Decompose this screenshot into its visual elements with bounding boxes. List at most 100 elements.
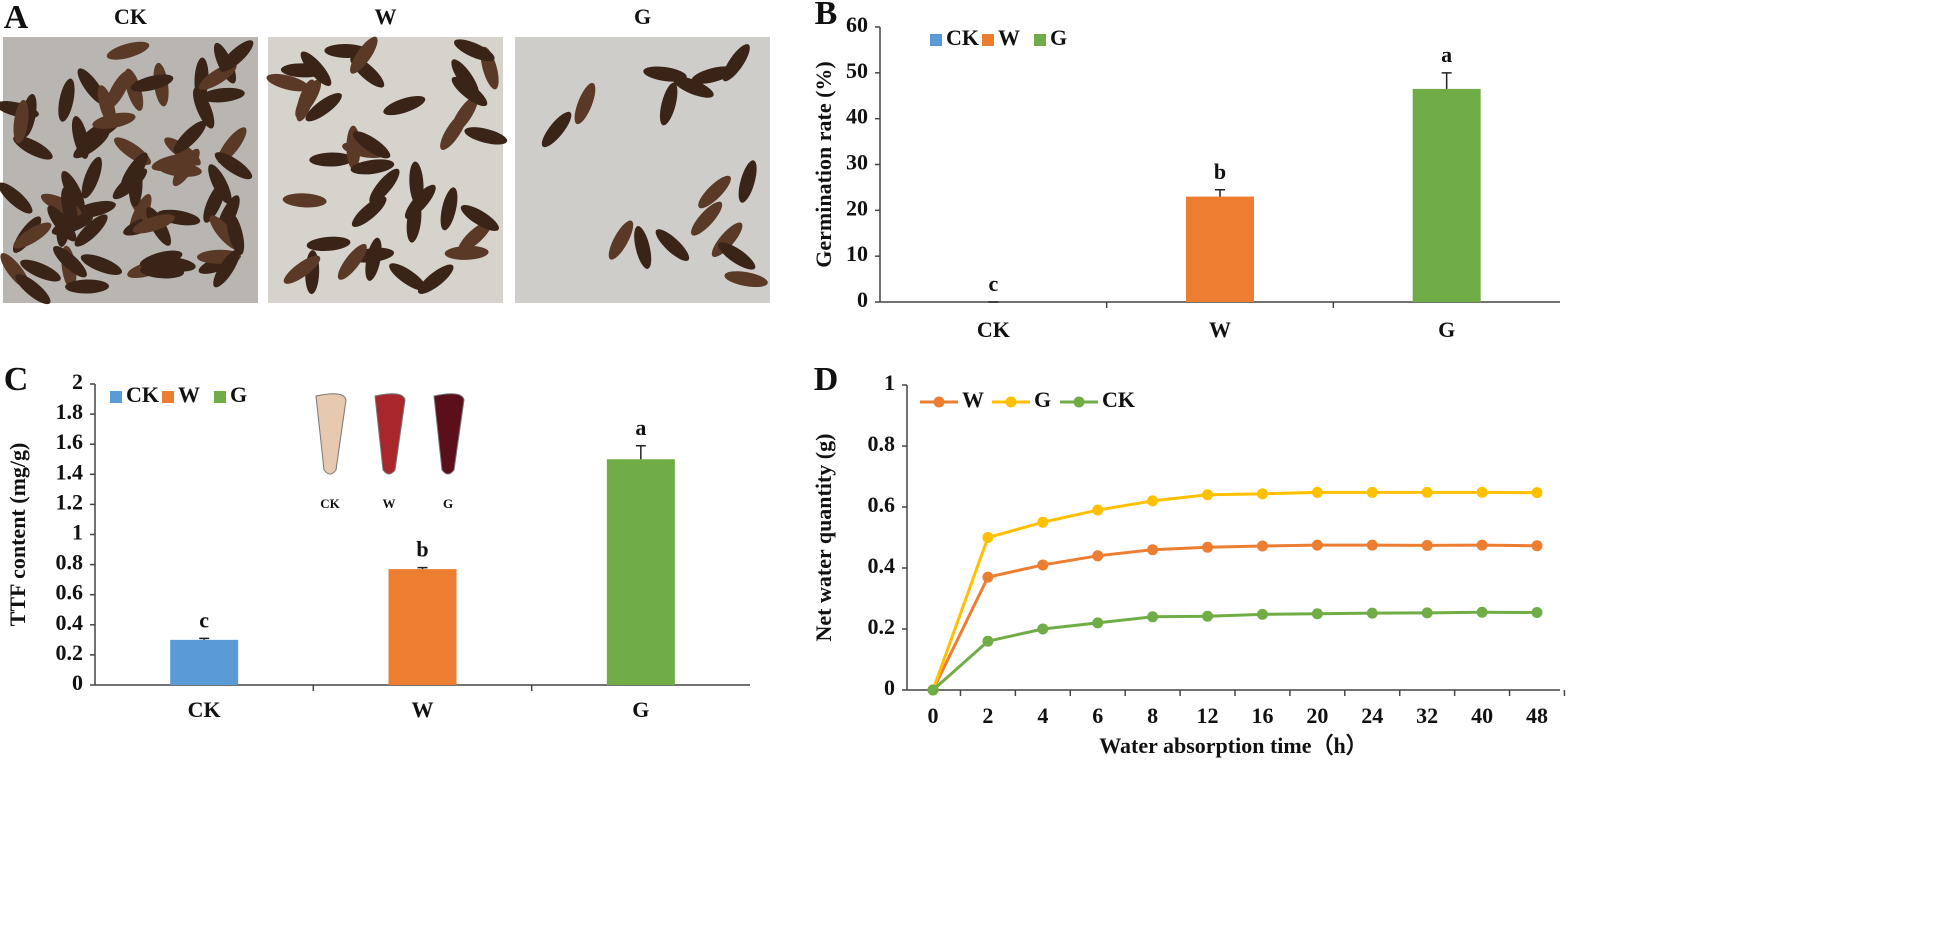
seed	[47, 205, 77, 242]
legend-swatch	[930, 34, 942, 46]
y-tick-label: 1.8	[56, 399, 84, 424]
x-tick-label: 32	[1416, 703, 1438, 728]
seed	[219, 40, 254, 72]
data-point	[1476, 539, 1488, 551]
inset-photo	[374, 393, 406, 475]
y-tick-label: 0.6	[868, 492, 896, 517]
seed	[440, 112, 467, 150]
seed	[309, 152, 354, 167]
significance-label: c	[988, 271, 998, 296]
series-line	[931, 490, 1538, 691]
legend-label: G	[1034, 387, 1051, 412]
seed	[451, 76, 488, 107]
seed	[65, 279, 110, 294]
significance-label: a	[1441, 42, 1452, 67]
seed	[0, 182, 33, 214]
seed	[61, 186, 78, 230]
data-point	[1366, 486, 1378, 498]
y-axis-label: TTF content (mg/g)	[5, 443, 30, 627]
seed	[574, 82, 596, 125]
legend-label: CK	[946, 25, 979, 50]
y-tick-label: 0.8	[868, 431, 896, 456]
legend-label: W	[998, 25, 1020, 50]
seed	[20, 259, 61, 282]
y-tick-label: 0.6	[56, 580, 84, 605]
y-tick-label: 0.2	[868, 614, 896, 639]
legend-label: W	[962, 387, 984, 412]
legend-marker	[1005, 396, 1017, 408]
seed	[226, 212, 245, 255]
y-tick-label: 0.4	[56, 610, 84, 635]
series-line	[932, 610, 1538, 692]
data-point	[1311, 539, 1323, 551]
data-point	[982, 532, 994, 543]
error-bar	[417, 566, 428, 570]
seed	[80, 254, 123, 275]
error-bar	[1215, 188, 1225, 197]
legend-label: G	[230, 382, 247, 407]
y-tick-label: 1.6	[56, 429, 84, 454]
seed	[417, 264, 454, 294]
y-tick-label: 20	[846, 195, 868, 220]
data-point	[1476, 486, 1488, 498]
seed	[139, 250, 183, 269]
data-point	[1202, 541, 1214, 553]
y-tick-label: 1	[72, 520, 83, 545]
y-tick-label: 0.2	[56, 640, 84, 665]
legend-marker	[933, 396, 945, 408]
y-tick-label: 10	[846, 241, 868, 266]
seed	[105, 70, 131, 110]
data-point	[1202, 610, 1214, 622]
seed	[352, 131, 391, 159]
data-point	[1421, 486, 1433, 498]
x-tick-label: 2	[982, 703, 993, 728]
legend-label: CK	[126, 382, 159, 407]
seed	[305, 92, 342, 122]
data-point	[1311, 486, 1323, 498]
y-tick-label: 2	[72, 369, 83, 394]
y-tick-label: 0	[857, 287, 868, 312]
seed	[132, 214, 175, 234]
data-point	[1147, 611, 1159, 623]
y-tick-label: 0	[72, 670, 83, 695]
seed	[406, 198, 422, 243]
data-point	[1476, 606, 1488, 618]
seed	[458, 220, 492, 253]
data-point	[927, 684, 939, 696]
legend-swatch	[1034, 34, 1046, 46]
y-tick-label: 1.2	[56, 489, 84, 514]
seed	[691, 66, 735, 84]
seed	[201, 87, 245, 103]
legend-marker	[1073, 396, 1085, 408]
seed	[158, 162, 202, 177]
data-point	[1366, 607, 1378, 619]
x-tick-label: 20	[1306, 703, 1328, 728]
seed	[208, 164, 232, 205]
x-tick-label: CK	[188, 697, 221, 722]
bar	[606, 459, 675, 685]
data-point	[982, 571, 994, 583]
seed	[460, 205, 499, 231]
seed	[365, 237, 382, 281]
data-point	[982, 635, 994, 647]
x-tick-label: G	[632, 697, 649, 722]
data-point	[1092, 550, 1104, 562]
significance-label: a	[635, 415, 646, 440]
significance-label: c	[199, 607, 209, 632]
y-tick-label: 50	[846, 58, 868, 83]
y-tick-label: 60	[846, 12, 868, 37]
x-tick-label: 8	[1147, 703, 1158, 728]
x-tick-label: 24	[1361, 703, 1383, 728]
seed	[130, 74, 174, 92]
x-axis-label: Water absorption time（h）	[1099, 733, 1367, 758]
series-line	[931, 543, 1538, 691]
inset-label: W	[383, 496, 396, 511]
seed	[659, 82, 678, 126]
x-tick-label: 0	[928, 703, 939, 728]
seed	[194, 57, 209, 102]
seed	[634, 226, 652, 269]
data-point	[1147, 544, 1159, 556]
seed	[13, 135, 53, 160]
x-tick-label: W	[1209, 317, 1231, 342]
seed	[383, 95, 426, 116]
